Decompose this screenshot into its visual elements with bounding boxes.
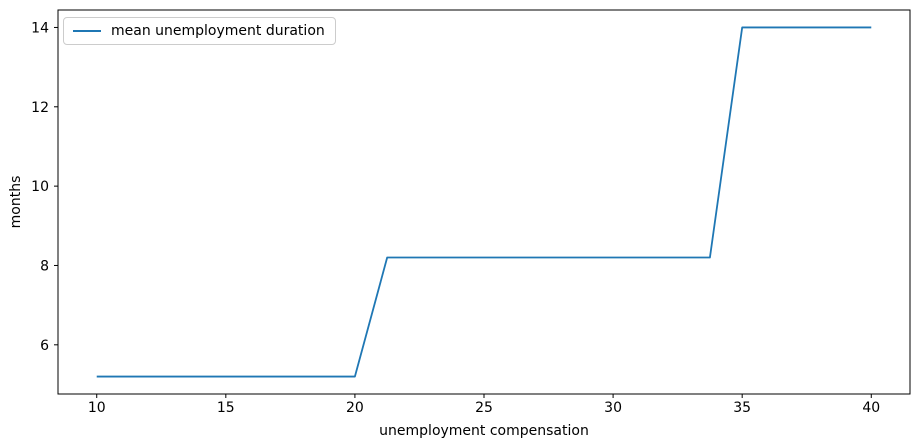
legend-label: mean unemployment duration xyxy=(111,23,325,39)
legend: mean unemployment duration xyxy=(63,17,336,45)
y-axis-label: months xyxy=(8,175,24,229)
y-tick-label: 12 xyxy=(31,100,49,116)
y-tick-label: 8 xyxy=(40,258,49,274)
legend-line-swatch xyxy=(73,30,101,32)
x-axis-label: unemployment compensation xyxy=(379,423,589,439)
x-tick-label: 20 xyxy=(346,400,364,416)
y-tick-label: 6 xyxy=(40,338,49,354)
x-tick-label: 25 xyxy=(475,400,493,416)
x-tick-label: 40 xyxy=(862,400,880,416)
plot-frame xyxy=(57,9,911,395)
x-tick-label: 15 xyxy=(217,400,235,416)
data-line xyxy=(96,26,872,378)
x-tick-label: 35 xyxy=(733,400,751,416)
x-tick-label: 10 xyxy=(88,400,106,416)
y-tick-label: 10 xyxy=(31,179,49,195)
x-tick-label: 30 xyxy=(604,400,622,416)
y-tick-label: 14 xyxy=(31,20,49,36)
